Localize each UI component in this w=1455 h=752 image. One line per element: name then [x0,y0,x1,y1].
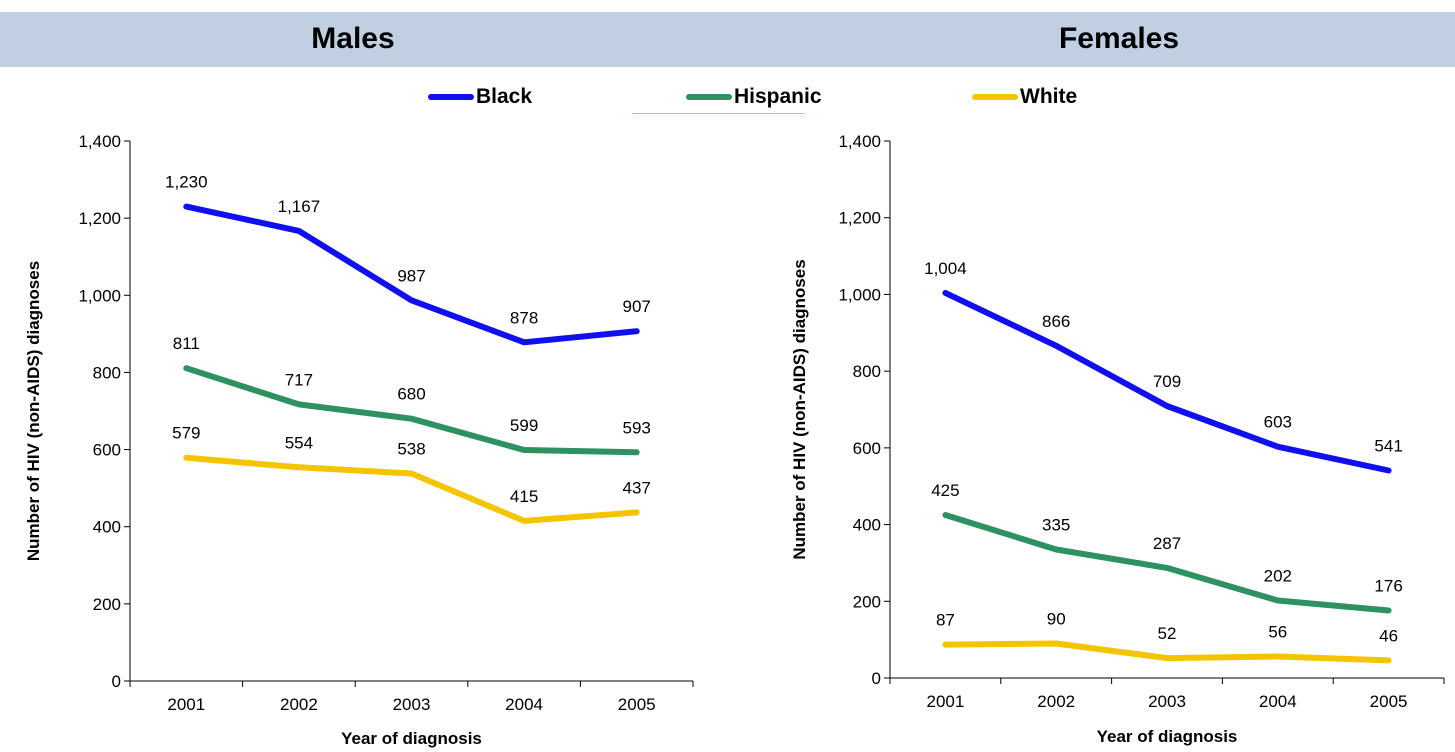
males-data-label-hispanic: 593 [623,418,651,437]
females-series-line-hispanic [942,512,1392,614]
legend-label-white: White [1020,85,1078,108]
males-data-label-hispanic: 599 [510,416,538,435]
legend: Black Hispanic White [0,82,1455,122]
legend-swatch-hispanic [686,94,732,100]
males-y-tick-label: 400 [93,518,121,537]
females-x-tick-label: 2005 [1370,692,1408,711]
legend-label-hispanic: Hispanic [734,85,822,108]
females-x-tick-label: 2003 [1148,692,1186,711]
males-data-label-hispanic: 717 [285,370,313,389]
males-data-label-black: 1,230 [165,173,208,192]
females-y-axis-title: Number of HIV (non-AIDS) diagnoses [790,259,809,559]
females-y-tick-label: 400 [853,516,881,535]
males-x-tick-label: 2002 [280,695,318,714]
females-x-tick-label: 2002 [1037,692,1075,711]
males-x-axis-title: Year of diagnosis [341,729,482,748]
males-data-label-hispanic: 680 [397,385,425,404]
males-x-tick-label: 2001 [167,695,205,714]
females-series-line-black [942,289,1392,474]
females-data-label-black: 866 [1042,312,1070,331]
males-x-tick-label: 2003 [393,695,431,714]
males-data-label-white: 437 [623,478,651,497]
females-series-line-white [942,640,1392,664]
legend-swatch-white [972,94,1018,100]
females-data-label-hispanic: 425 [931,481,959,500]
females-data-label-white: 90 [1047,609,1066,628]
males-data-label-black: 1,167 [278,197,321,216]
males-y-tick-label: 1,200 [78,209,121,228]
males-panel-title: Males [311,22,395,55]
females-x-tick-label: 2001 [926,692,964,711]
females-y-tick-label: 800 [853,362,881,381]
males-data-label-white: 538 [397,439,425,458]
females-data-label-white: 87 [936,611,955,630]
females-y-tick-label: 1,400 [838,132,881,151]
females-x-tick-label: 2004 [1259,692,1297,711]
males-data-label-white: 554 [285,433,313,452]
females-data-label-black: 709 [1153,372,1181,391]
females-data-label-hispanic: 335 [1042,516,1070,535]
males-y-tick-label: 1,000 [78,286,121,305]
males-data-label-white: 415 [510,487,538,506]
males-series-line-white [183,454,640,524]
females-x-axis-title: Year of diagnosis [1097,727,1238,746]
females-data-label-hispanic: 176 [1374,576,1402,595]
header-bar [0,12,1455,67]
females-y-tick-label: 200 [853,592,881,611]
females-y-tick-label: 0 [872,669,881,688]
males-x-tick-label: 2004 [505,695,543,714]
females-y-tick-label: 600 [853,439,881,458]
females-data-label-white: 52 [1158,624,1177,643]
males-y-axis-title: Number of HIV (non-AIDS) diagnoses [24,261,43,561]
females-data-label-white: 46 [1379,626,1398,645]
legend-swatch-black [428,94,474,100]
males-y-tick-label: 200 [93,595,121,614]
females-y-tick-label: 1,200 [838,209,881,228]
legend-divider [632,113,804,114]
males-series-line-black [183,203,640,346]
females-data-label-black: 541 [1374,436,1402,455]
males-y-tick-label: 800 [93,363,121,382]
males-data-label-black: 878 [510,308,538,327]
males-data-label-black: 907 [623,297,651,316]
males-data-label-white: 579 [172,424,200,443]
males-series-line-hispanic [183,365,640,456]
males-y-tick-label: 600 [93,441,121,460]
females-data-label-white: 56 [1268,623,1287,642]
males-y-tick-label: 0 [112,672,121,691]
males-x-tick-label: 2005 [618,695,656,714]
females-data-label-black: 1,004 [924,259,967,278]
females-data-label-hispanic: 287 [1153,534,1181,553]
females-data-label-hispanic: 202 [1264,567,1292,586]
females-data-label-black: 603 [1264,413,1292,432]
males-data-label-hispanic: 811 [173,334,200,353]
females-panel-title: Females [1058,22,1180,55]
legend-label-black: Black [476,85,533,108]
males-y-tick-label: 1,400 [78,132,121,151]
males-data-label-black: 987 [397,266,425,285]
females-y-tick-label: 1,000 [838,285,881,304]
